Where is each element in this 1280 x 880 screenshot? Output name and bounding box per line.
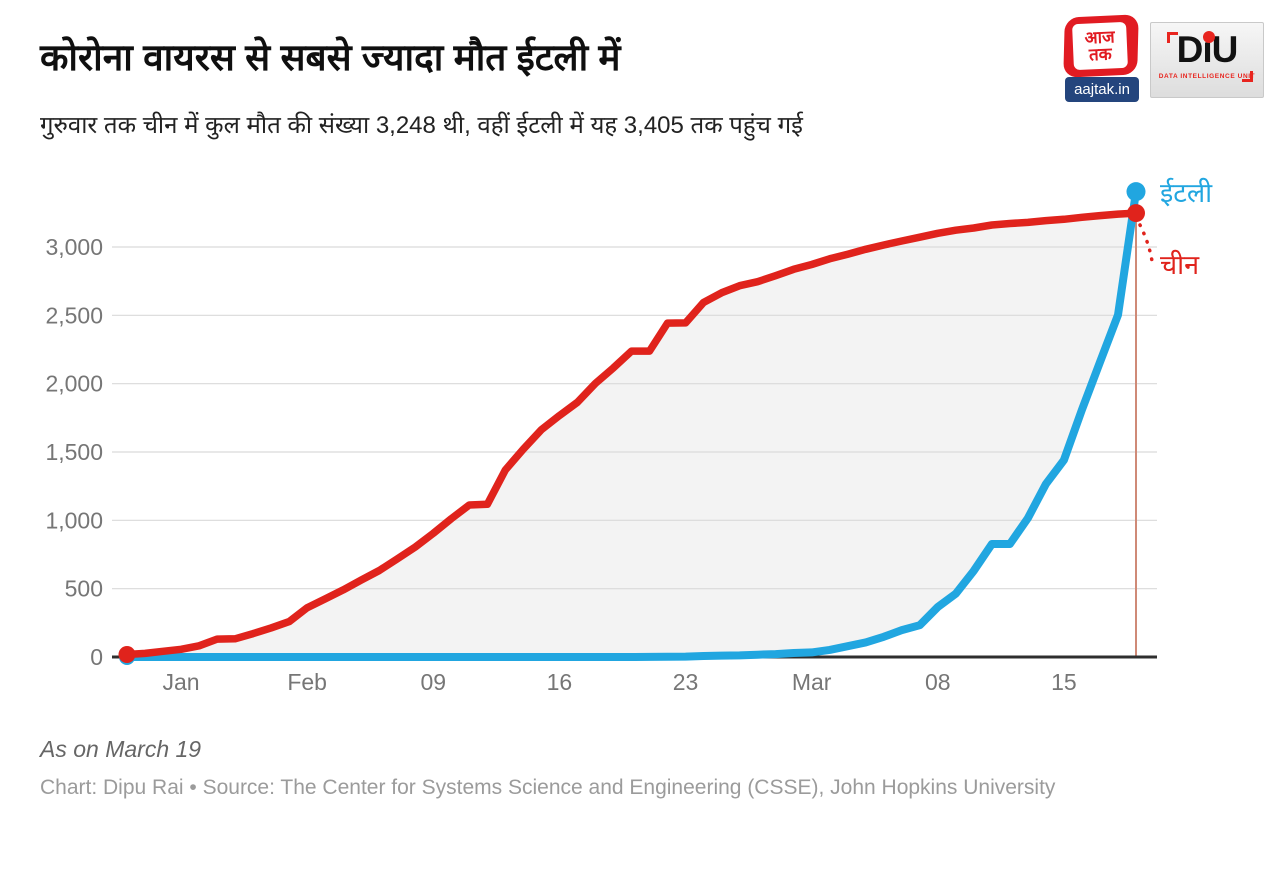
x-tick-label: 09 xyxy=(421,669,447,695)
y-tick-label: 2,500 xyxy=(45,302,103,328)
aajtak-logo: आज तक aajtak.in xyxy=(1063,14,1142,102)
aajtak-domain-band: aajtak.in xyxy=(1065,77,1139,102)
y-tick-label: 3,000 xyxy=(45,234,103,260)
y-tick-label: 2,000 xyxy=(45,371,103,397)
diu-bracket-icon xyxy=(1242,71,1253,82)
between-series-area xyxy=(127,191,1136,657)
x-tick-label: Jan xyxy=(163,669,200,695)
china-start-dot xyxy=(118,646,136,664)
diu-tagline: DATA INTELLIGENCE UNIT xyxy=(1158,73,1256,80)
italy-end-dot xyxy=(1126,182,1146,202)
diu-red-dot-icon xyxy=(1203,31,1215,43)
y-tick-label: 1,500 xyxy=(45,439,103,465)
china-end-dot xyxy=(1127,204,1145,223)
x-tick-label: Mar xyxy=(792,669,832,695)
x-tick-label: 16 xyxy=(547,669,573,695)
as-of-note: As on March 19 xyxy=(40,736,202,762)
china-label-connector xyxy=(1138,223,1154,263)
diu-bracket-icon xyxy=(1167,32,1178,43)
y-tick-label: 0 xyxy=(90,644,103,670)
page-title: कोरोना वायरस से सबसे ज्यादा मौत ईटली में xyxy=(40,37,621,78)
x-tick-label: 23 xyxy=(673,669,699,695)
y-tick-label: 500 xyxy=(65,576,103,602)
diu-logo: DıU DATA INTELLIGENCE UNIT xyxy=(1150,22,1264,98)
italy-series-label: ईटली xyxy=(1160,177,1213,208)
y-tick-label: 1,000 xyxy=(45,507,103,533)
china-line xyxy=(123,209,1140,659)
x-tick-label: Feb xyxy=(287,669,327,695)
x-tick-label: 15 xyxy=(1051,669,1077,695)
china-series-label: चीन xyxy=(1160,249,1200,280)
page-subtitle: गुरुवार तक चीन में कुल मौत की संख्या 3,2… xyxy=(40,112,803,139)
italy-line xyxy=(123,187,1140,661)
x-tick-label: 08 xyxy=(925,669,951,695)
chart-credit: Chart: Dipu Rai • Source: The Center for… xyxy=(40,776,1056,799)
